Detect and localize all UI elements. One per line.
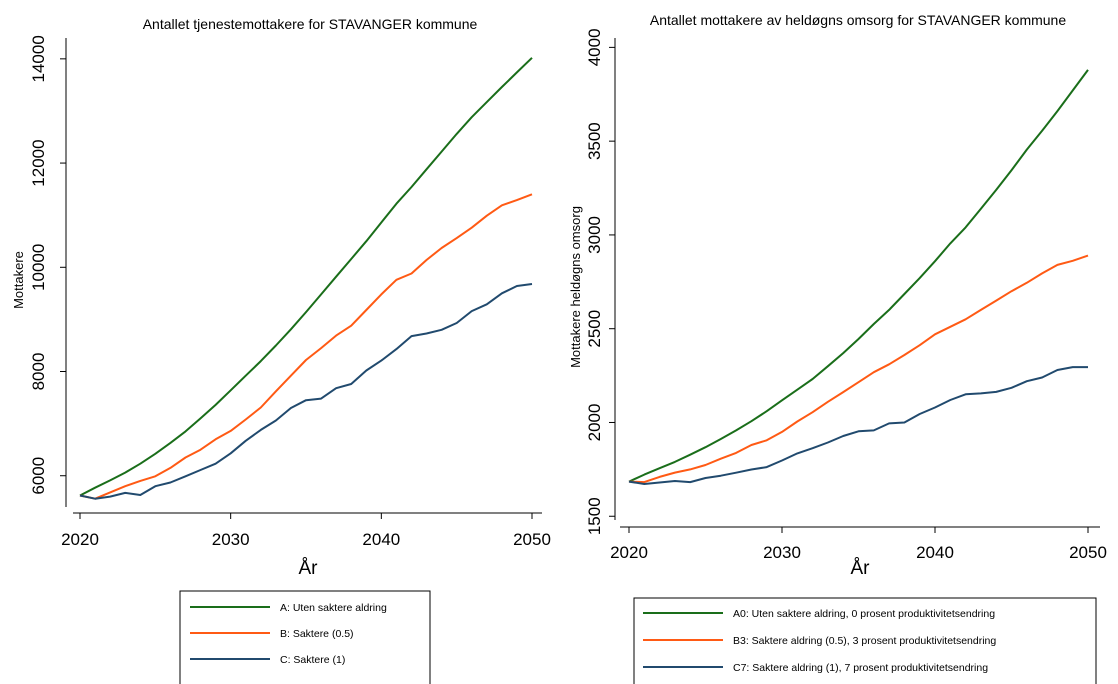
series-line-0 [628, 69, 1089, 483]
y-tick-label: 1500 [585, 497, 604, 535]
y-tick-label: 3500 [585, 122, 604, 160]
series-line-0 [79, 57, 533, 497]
y-tick-label: 14000 [29, 35, 48, 82]
x-tick-label: 2040 [362, 530, 400, 549]
legend-label-2: C: Saktere (1) [280, 654, 345, 666]
legend-label-0: A0: Uten saktere aldring, 0 prosent prod… [733, 608, 995, 620]
legend: A: Uten saktere aldring B: Saktere (0.5) C… [179, 590, 431, 684]
x-axis-label: År [851, 558, 871, 579]
y-tick-label: 2500 [585, 310, 604, 348]
chart-title: Antallet tjenestemottakere for STAVANGER… [143, 16, 478, 32]
chart-left: Antallet tjenestemottakere for STAVANGER… [11, 16, 551, 684]
x-tick-label: 2050 [513, 530, 551, 549]
legend-label-0: A: Uten saktere aldring [280, 602, 387, 614]
x-tick-label: 2040 [916, 543, 954, 562]
y-axis-label: Mottakere [11, 251, 26, 309]
x-tick-label: 2030 [763, 543, 801, 562]
y-tick-label: 2000 [585, 404, 604, 442]
x-tick-label: 2020 [610, 543, 648, 562]
y-tick-label: 8000 [29, 353, 48, 391]
chart-right: Antallet mottakere av heldøgns omsorg fo… [568, 12, 1107, 684]
x-tick-label: 2020 [61, 530, 99, 549]
legend-label-2: C7: Saktere aldring (1), 7 prosent produ… [733, 662, 988, 674]
y-tick-label: 3000 [585, 216, 604, 254]
x-tick-label: 2050 [1069, 543, 1107, 562]
chart-title: Antallet mottakere av heldøgns omsorg fo… [650, 12, 1066, 28]
legend-label-1: B3: Saktere aldring (0.5), 3 prosent pro… [733, 635, 996, 647]
y-tick-label: 6000 [29, 457, 48, 495]
y-tick-label: 10000 [29, 244, 48, 291]
legend-label-1: B: Saktere (0.5) [280, 628, 354, 640]
x-axis-label: År [299, 558, 319, 579]
y-axis-label: Mottakere heldøgns omsorg [568, 206, 583, 368]
series-line-1 [628, 254, 1089, 484]
series-line-2 [628, 366, 1088, 485]
y-tick-label: 4000 [585, 28, 604, 66]
y-tick-label: 12000 [29, 139, 48, 186]
series-line-2 [79, 283, 533, 500]
legend: A0: Uten saktere aldring, 0 prosent prod… [633, 597, 1097, 684]
x-tick-label: 2030 [212, 530, 250, 549]
series-line-1 [79, 193, 533, 500]
